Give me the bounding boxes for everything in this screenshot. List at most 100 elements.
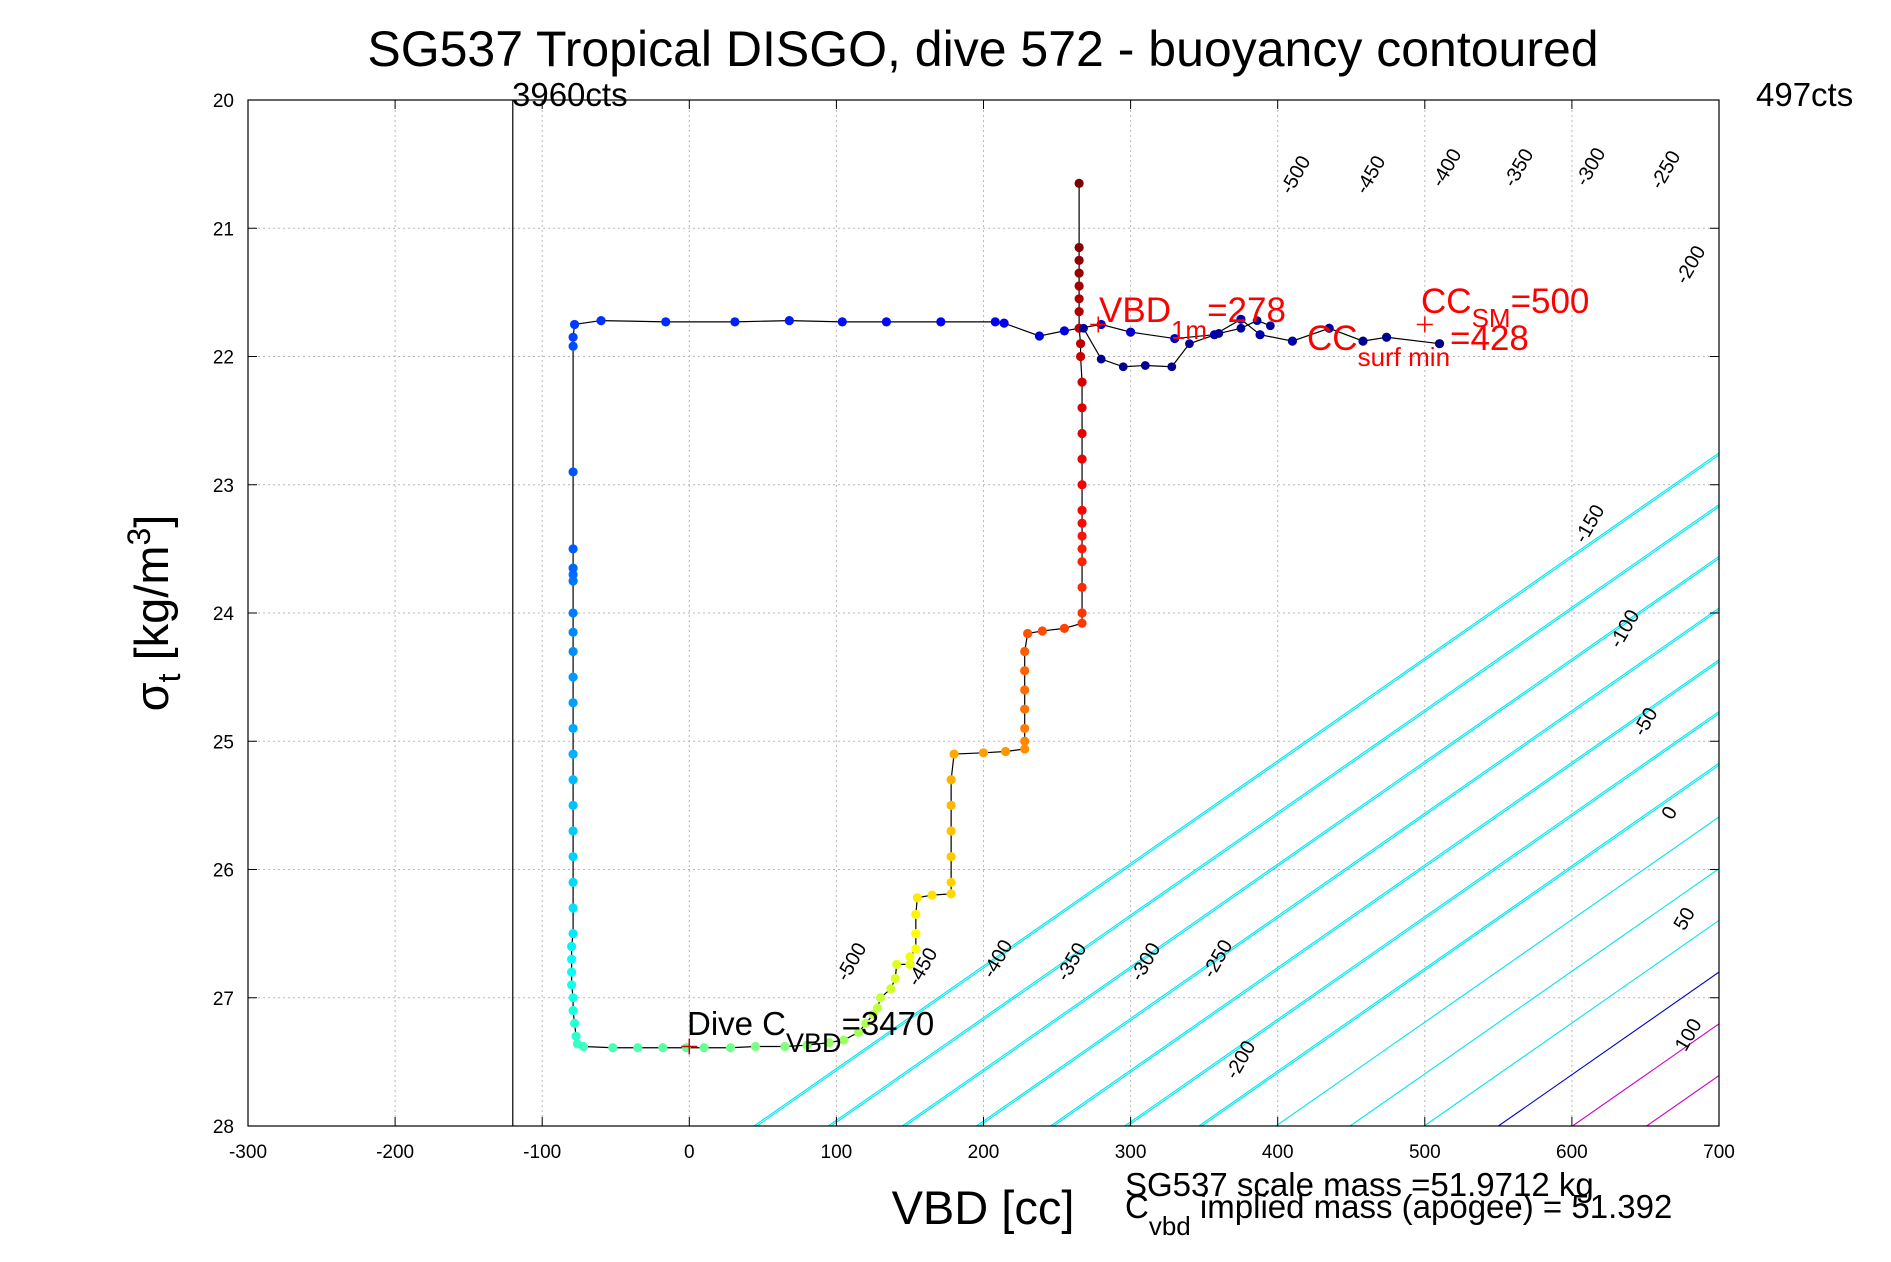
dive-point xyxy=(1074,294,1084,304)
x-tick-label: 100 xyxy=(821,1142,853,1163)
dive-point xyxy=(1074,268,1084,278)
y-axis-label-sub: t xyxy=(151,673,187,682)
y-tick-label: 20 xyxy=(213,91,234,112)
dive-point xyxy=(861,1018,871,1028)
dive-point xyxy=(1020,704,1030,714)
reference-markers xyxy=(681,316,1433,1055)
dive-point xyxy=(658,1043,668,1053)
dive-point xyxy=(750,1041,761,1052)
y-tick-label: 25 xyxy=(213,732,234,753)
dive-c-value: =3470 xyxy=(842,1005,935,1042)
dive-c-annotation: Dive CVBD=3470 xyxy=(687,1005,934,1058)
dive-point xyxy=(661,317,671,327)
dive-point xyxy=(1074,255,1084,265)
dive-point xyxy=(881,317,892,327)
dive-point xyxy=(568,723,578,734)
dive-point xyxy=(568,646,578,657)
y-tick-label: 21 xyxy=(213,219,234,240)
contour-line-lower xyxy=(827,503,1719,1126)
dive-point xyxy=(568,332,578,342)
y-tick-label: 27 xyxy=(213,989,234,1010)
dive-point xyxy=(875,993,886,1003)
dive-point xyxy=(568,467,578,477)
dive-point xyxy=(1126,327,1136,337)
dive-point xyxy=(911,929,921,939)
y-tick-label: 22 xyxy=(213,348,234,369)
dive-point xyxy=(567,980,577,990)
dive-point xyxy=(572,1039,583,1049)
dive-point xyxy=(802,1040,812,1050)
dive-point xyxy=(1077,582,1087,592)
vbd-1m-value: =278 xyxy=(1207,291,1286,330)
vbd-1m-sub: 1m xyxy=(1171,315,1207,345)
dive-point xyxy=(568,800,578,810)
dive-points xyxy=(567,178,1445,1053)
x-tick-label: 400 xyxy=(1262,1142,1294,1163)
dive-point xyxy=(1077,518,1087,528)
dive-point xyxy=(1287,336,1298,346)
x-tick-label: 600 xyxy=(1556,1142,1588,1163)
x-axis-ticks: -300 -200 -100 0 100 200 300 400 500 600 700 xyxy=(229,100,1735,1163)
x-tick-label: 200 xyxy=(968,1142,1000,1163)
dive-point xyxy=(608,1043,618,1053)
y-tick-label: 28 xyxy=(213,1117,234,1138)
contour-line xyxy=(756,454,1719,1126)
dive-point xyxy=(886,984,896,994)
chart-title: SG537 Tropical DISGO, dive 572 - buoyanc… xyxy=(367,21,1598,77)
dive-point xyxy=(839,1035,849,1045)
left-counts-label: 3960cts xyxy=(512,76,628,113)
dive-point xyxy=(1077,505,1087,515)
dive-point xyxy=(1077,403,1087,413)
dive-point xyxy=(999,318,1009,328)
dive-point xyxy=(911,944,921,954)
dive-point xyxy=(568,576,578,586)
dive-point xyxy=(936,317,946,327)
dive-point xyxy=(1358,336,1368,346)
vbd-1m-main: VBD xyxy=(1099,291,1171,330)
dive-point xyxy=(1074,307,1084,317)
dive-point xyxy=(568,698,578,708)
dive-point xyxy=(568,608,578,618)
contour-line-lower xyxy=(753,452,1719,1126)
dive-point xyxy=(633,1043,643,1053)
x-axis-label: VBD [cc] xyxy=(892,1181,1075,1234)
ascent-point xyxy=(1118,362,1128,372)
dive-point xyxy=(946,800,956,810)
dive-point xyxy=(824,1038,834,1048)
x-tick-label: 0 xyxy=(684,1142,695,1163)
y-axis-label: σt [kg/m3] xyxy=(121,515,187,712)
dive-point xyxy=(568,775,578,785)
dive-point xyxy=(853,1027,864,1037)
dive-point xyxy=(568,826,578,836)
implied-mass-annotation: Cvbd implied mass (apogee) = 51.392 xyxy=(1125,1188,1672,1241)
ascent-point xyxy=(1167,362,1177,372)
dive-point xyxy=(911,909,921,919)
dive-point xyxy=(1077,618,1087,628)
dive-point xyxy=(1059,623,1070,633)
ascent-point xyxy=(1079,323,1088,333)
dive-point xyxy=(1077,428,1087,439)
dive-point xyxy=(1077,608,1087,618)
contour-line xyxy=(1349,868,1719,1126)
ascent-point xyxy=(1140,361,1150,370)
dive-point xyxy=(1074,178,1084,188)
dive-point xyxy=(905,959,915,970)
dive-point xyxy=(946,889,956,899)
grid-lines xyxy=(248,100,1719,1126)
contour-line xyxy=(1275,816,1719,1126)
cc-sm-value: =500 xyxy=(1511,282,1590,321)
implied-mass-sub: vbd xyxy=(1149,1211,1191,1241)
dive-point xyxy=(949,749,959,759)
dive-point xyxy=(837,317,847,327)
dive-point xyxy=(1236,314,1246,324)
dive-point xyxy=(946,852,956,862)
contour-line-lower xyxy=(1124,710,1719,1126)
contour-line xyxy=(1423,919,1719,1126)
x-tick-label: 700 xyxy=(1703,1142,1735,1163)
dive-point xyxy=(1020,723,1030,734)
dive-point xyxy=(730,317,740,327)
dive-point xyxy=(990,317,1000,327)
y-tick-label: 24 xyxy=(213,604,235,625)
dive-point xyxy=(978,748,989,758)
